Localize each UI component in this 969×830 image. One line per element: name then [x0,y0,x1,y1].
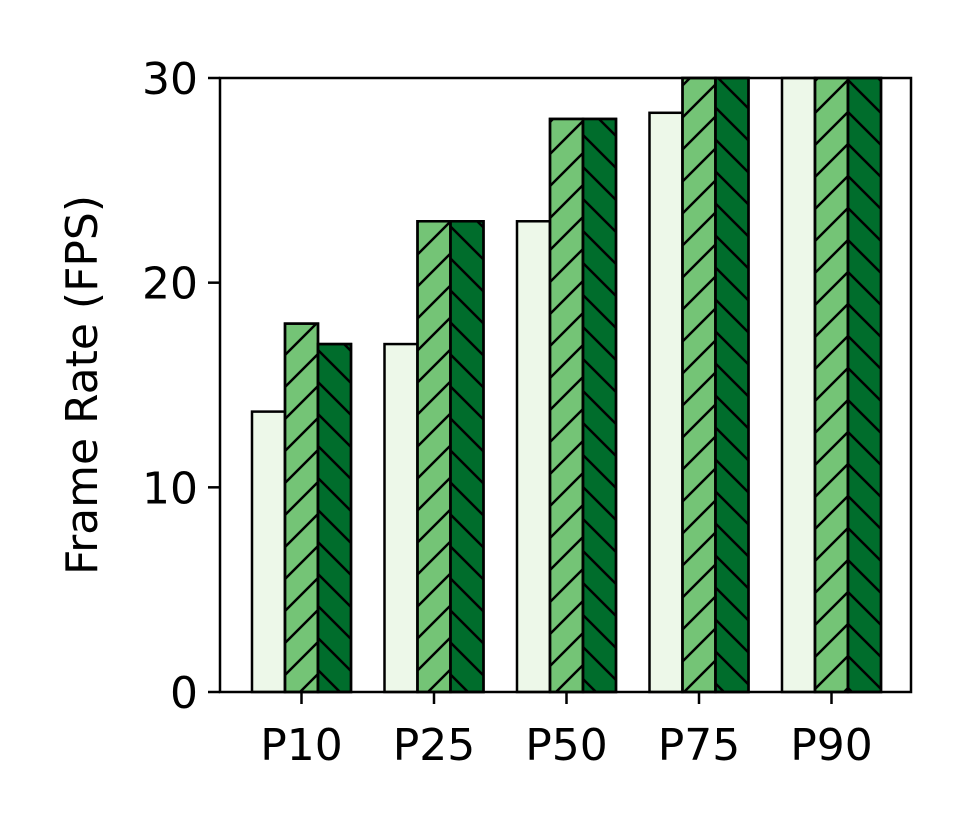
y-tick-label: 0 [170,668,198,719]
bar-p10-series-1 [250,410,287,694]
bar-p90-series-1 [780,76,817,694]
bar-hatch-p10-series-2 [283,322,320,694]
x-tick-label: P50 [525,720,608,771]
x-tick-label: P10 [260,720,343,771]
bar-p75-series-1 [648,111,684,694]
bar-p50-series-1 [515,220,552,694]
bar-hatch-p25-series-3 [449,220,485,694]
bar-p25-series-1 [383,342,419,694]
y-tick-label: 10 [142,463,198,514]
bar-hatch-p25-series-2 [416,220,452,694]
bar-hatch-p75-series-2 [681,76,717,694]
y-tick-label: 20 [142,259,198,310]
bar-hatch-p10-series-3 [316,342,353,694]
x-tick-label: P25 [393,720,476,771]
bar-hatch-p50-series-2 [548,117,585,694]
bar-hatch-p75-series-3 [714,76,750,694]
x-tick-label: P75 [658,720,741,771]
x-tick-label: P90 [790,720,873,771]
x-axis: P10 P25 P50 P75 P90 [260,692,873,771]
y-axis-title: Frame Rate (FPS) [57,195,108,575]
y-tick-label: 30 [142,54,198,105]
y-axis: 0 10 20 30 [142,54,220,719]
bar-hatch-p90-series-3 [846,76,883,694]
bars-group [250,76,883,694]
bar-hatch-p90-series-2 [813,76,850,694]
bar-hatch-p50-series-3 [581,117,618,694]
